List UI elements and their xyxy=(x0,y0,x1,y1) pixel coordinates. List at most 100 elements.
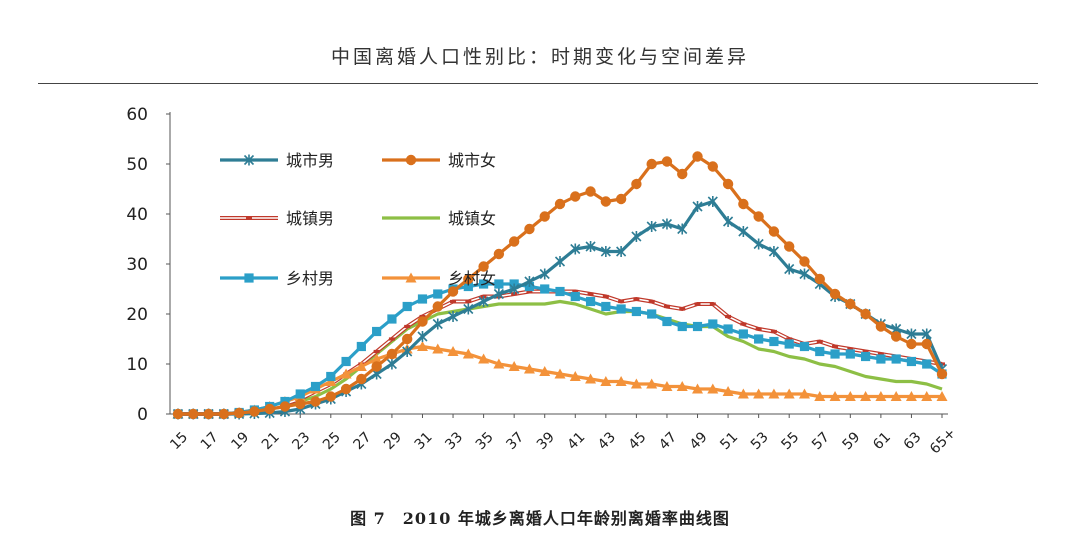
x-tick-label: 23 xyxy=(289,429,313,453)
data-point xyxy=(587,292,594,296)
data-point xyxy=(905,391,917,401)
data-point xyxy=(404,324,411,329)
data-point xyxy=(768,226,780,237)
data-point xyxy=(478,261,489,272)
data-point xyxy=(845,349,855,359)
legend-item-5: 乡村男 xyxy=(220,269,334,288)
data-point xyxy=(355,361,367,371)
series-5 xyxy=(173,279,947,419)
data-point xyxy=(493,248,505,260)
x-tick-label: 45 xyxy=(626,429,650,453)
legend-label: 乡村男 xyxy=(286,269,334,288)
legend-marker xyxy=(246,216,252,220)
data-point xyxy=(830,349,840,359)
x-tick-label: 37 xyxy=(503,429,527,453)
y-tick-label: 30 xyxy=(126,255,148,275)
data-point xyxy=(326,371,336,382)
data-point xyxy=(295,398,306,410)
legend-marker xyxy=(243,154,255,166)
data-point xyxy=(463,281,473,292)
series-line xyxy=(178,282,943,416)
data-point xyxy=(386,348,398,360)
data-point xyxy=(203,408,214,420)
data-point xyxy=(725,314,732,319)
data-point xyxy=(493,358,505,369)
legend-item-6: 乡村女 xyxy=(382,269,496,288)
data-point xyxy=(524,276,535,287)
legend-marker xyxy=(405,154,417,166)
legend-item-4: 城镇女 xyxy=(382,209,496,228)
data-point xyxy=(264,403,275,415)
data-point xyxy=(295,389,305,399)
x-tick-label: 15 xyxy=(167,429,191,453)
y-tick-label: 20 xyxy=(126,305,148,325)
data-point xyxy=(478,353,490,364)
data-point xyxy=(417,331,428,342)
data-point xyxy=(523,363,535,374)
data-point xyxy=(768,388,780,399)
data-point xyxy=(233,407,245,419)
data-point xyxy=(570,243,581,255)
data-point xyxy=(554,198,566,210)
data-point xyxy=(540,284,550,294)
data-point xyxy=(371,361,382,372)
data-point xyxy=(906,328,917,340)
data-point xyxy=(753,211,764,222)
data-point xyxy=(676,381,688,391)
x-tick-label: 31 xyxy=(412,429,436,453)
data-point xyxy=(677,223,688,235)
data-point xyxy=(388,337,395,341)
data-point xyxy=(694,302,701,306)
data-point xyxy=(356,373,367,385)
data-point xyxy=(753,388,765,399)
x-tick-label: 29 xyxy=(381,429,405,453)
data-point xyxy=(555,286,565,297)
data-point xyxy=(585,373,597,384)
data-point xyxy=(372,326,382,337)
data-point xyxy=(921,338,932,350)
data-point xyxy=(402,301,412,312)
data-point xyxy=(554,368,566,379)
x-tick-label: 49 xyxy=(687,429,711,453)
data-point xyxy=(814,273,825,285)
data-point xyxy=(615,376,627,386)
data-point xyxy=(600,246,611,257)
data-point xyxy=(936,391,948,401)
legend-item-1: 城市男 xyxy=(220,151,334,170)
data-point xyxy=(602,294,609,299)
data-point xyxy=(524,223,535,235)
data-point xyxy=(862,349,869,354)
data-point xyxy=(722,386,734,396)
data-point xyxy=(677,321,687,332)
data-point xyxy=(738,329,748,339)
legend-label: 乡村女 xyxy=(448,269,496,288)
data-point xyxy=(447,286,459,297)
series-line xyxy=(178,299,943,416)
legend-marker xyxy=(405,272,417,283)
data-point xyxy=(585,186,596,197)
data-point xyxy=(218,408,230,420)
data-point xyxy=(677,168,688,180)
data-point xyxy=(936,368,948,380)
data-point xyxy=(814,391,826,401)
data-point xyxy=(554,256,566,267)
data-point xyxy=(569,371,581,381)
data-point xyxy=(585,241,596,252)
data-point xyxy=(526,289,533,294)
data-point xyxy=(738,198,749,210)
data-point xyxy=(310,381,321,392)
data-point xyxy=(692,321,703,332)
data-point xyxy=(737,388,749,399)
data-point xyxy=(508,236,520,247)
x-tick-label: 41 xyxy=(564,429,588,453)
data-point xyxy=(692,151,703,162)
legend-label: 城镇男 xyxy=(286,209,334,228)
data-point xyxy=(875,391,887,401)
data-point xyxy=(356,341,366,352)
data-point xyxy=(784,263,795,275)
data-point xyxy=(692,383,704,394)
data-point xyxy=(692,201,703,212)
y-tick-label: 40 xyxy=(126,205,148,225)
x-tick-label: 39 xyxy=(534,429,558,453)
